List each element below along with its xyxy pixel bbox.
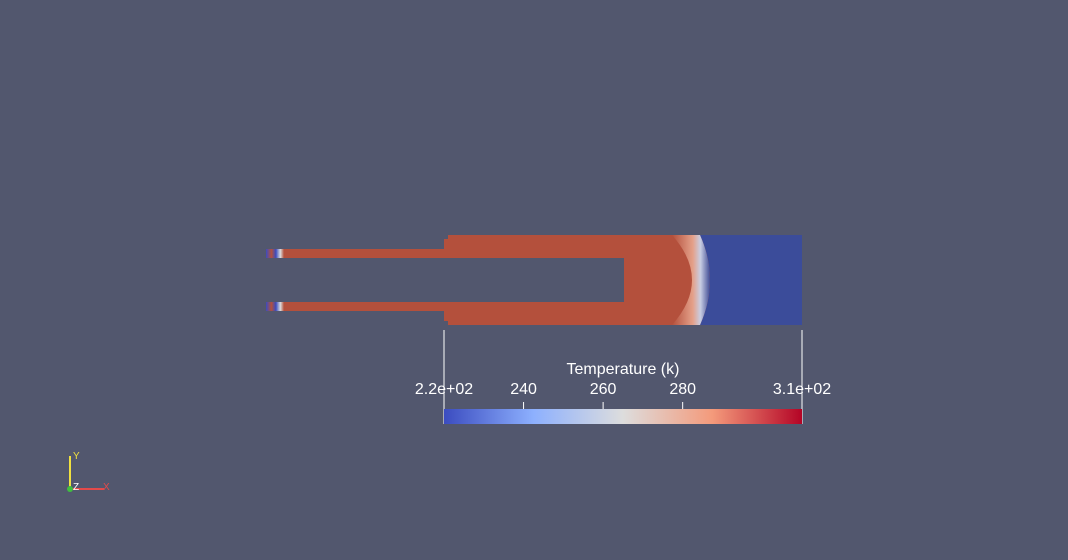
color-legend[interactable]: Temperature (k) 2.2e+02 3.1e+02 240 260 … [415, 330, 831, 424]
lower-inlet-channel [266, 302, 446, 311]
colorbar-tick-label: 280 [669, 381, 696, 398]
y-axis-label: Y [73, 451, 80, 462]
cold-region [700, 235, 802, 325]
colorbar-ticks: 240 260 280 [510, 381, 696, 410]
colorbar-tick-label: 240 [510, 381, 537, 398]
lower-inlet-cold-tip [266, 302, 284, 311]
colorbar-min-label: 2.2e+02 [415, 381, 473, 398]
colorbar-title: Temperature (k) [567, 361, 680, 378]
chamber-corner-bottom [444, 321, 448, 325]
orientation-axes-widget: Y Z X [67, 451, 110, 493]
colorbar-max-label: 3.1e+02 [773, 381, 831, 398]
upper-inlet-cold-tip [266, 249, 284, 258]
z-axis-label: Z [73, 482, 79, 493]
mixing-front [672, 235, 710, 325]
temperature-field-model[interactable] [266, 235, 802, 325]
colorbar-gradient [444, 409, 802, 424]
z-axis-marker [67, 486, 73, 492]
x-axis-label: X [103, 482, 110, 493]
colorbar-tick-label: 260 [590, 381, 617, 398]
upper-inlet-channel [266, 249, 446, 258]
chamber-corner-top [444, 235, 448, 239]
